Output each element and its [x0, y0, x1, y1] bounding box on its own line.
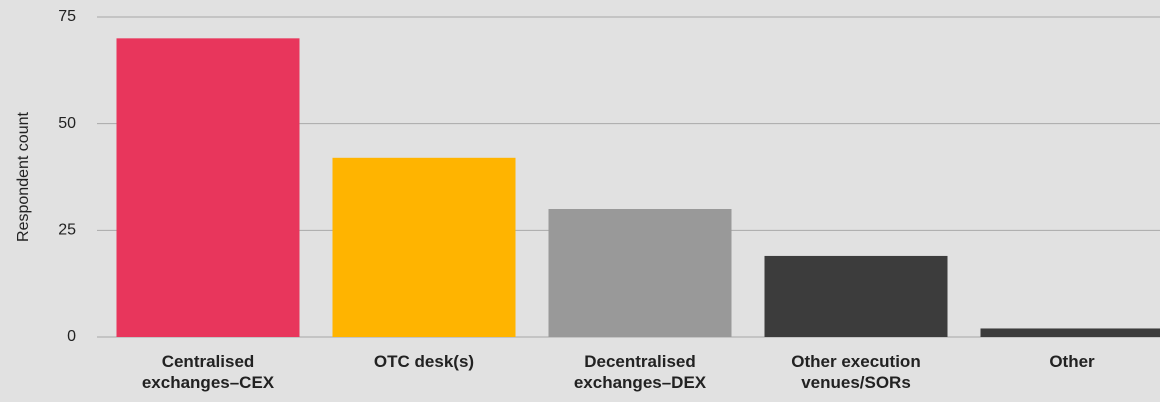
x-tick-label: Centralised exchanges–CEX: [141, 352, 275, 392]
bar: [332, 157, 516, 337]
bar: [116, 38, 300, 337]
y-tick-label: 50: [58, 115, 76, 132]
x-tick-label: Decentralised exchanges–DEX: [573, 352, 707, 392]
x-tick-label: Other execution venues/SORs: [791, 352, 921, 392]
y-tick-label: 25: [58, 222, 76, 239]
y-tick-label: 0: [67, 328, 76, 345]
x-tick-label: OTC desk(s): [373, 352, 475, 371]
bar: [980, 328, 1160, 337]
y-axis-label: Respondent count: [15, 112, 32, 242]
y-tick-label: 75: [58, 8, 76, 25]
x-tick-label: Other: [1049, 352, 1095, 371]
bar: [548, 209, 732, 337]
bar: [764, 255, 948, 337]
